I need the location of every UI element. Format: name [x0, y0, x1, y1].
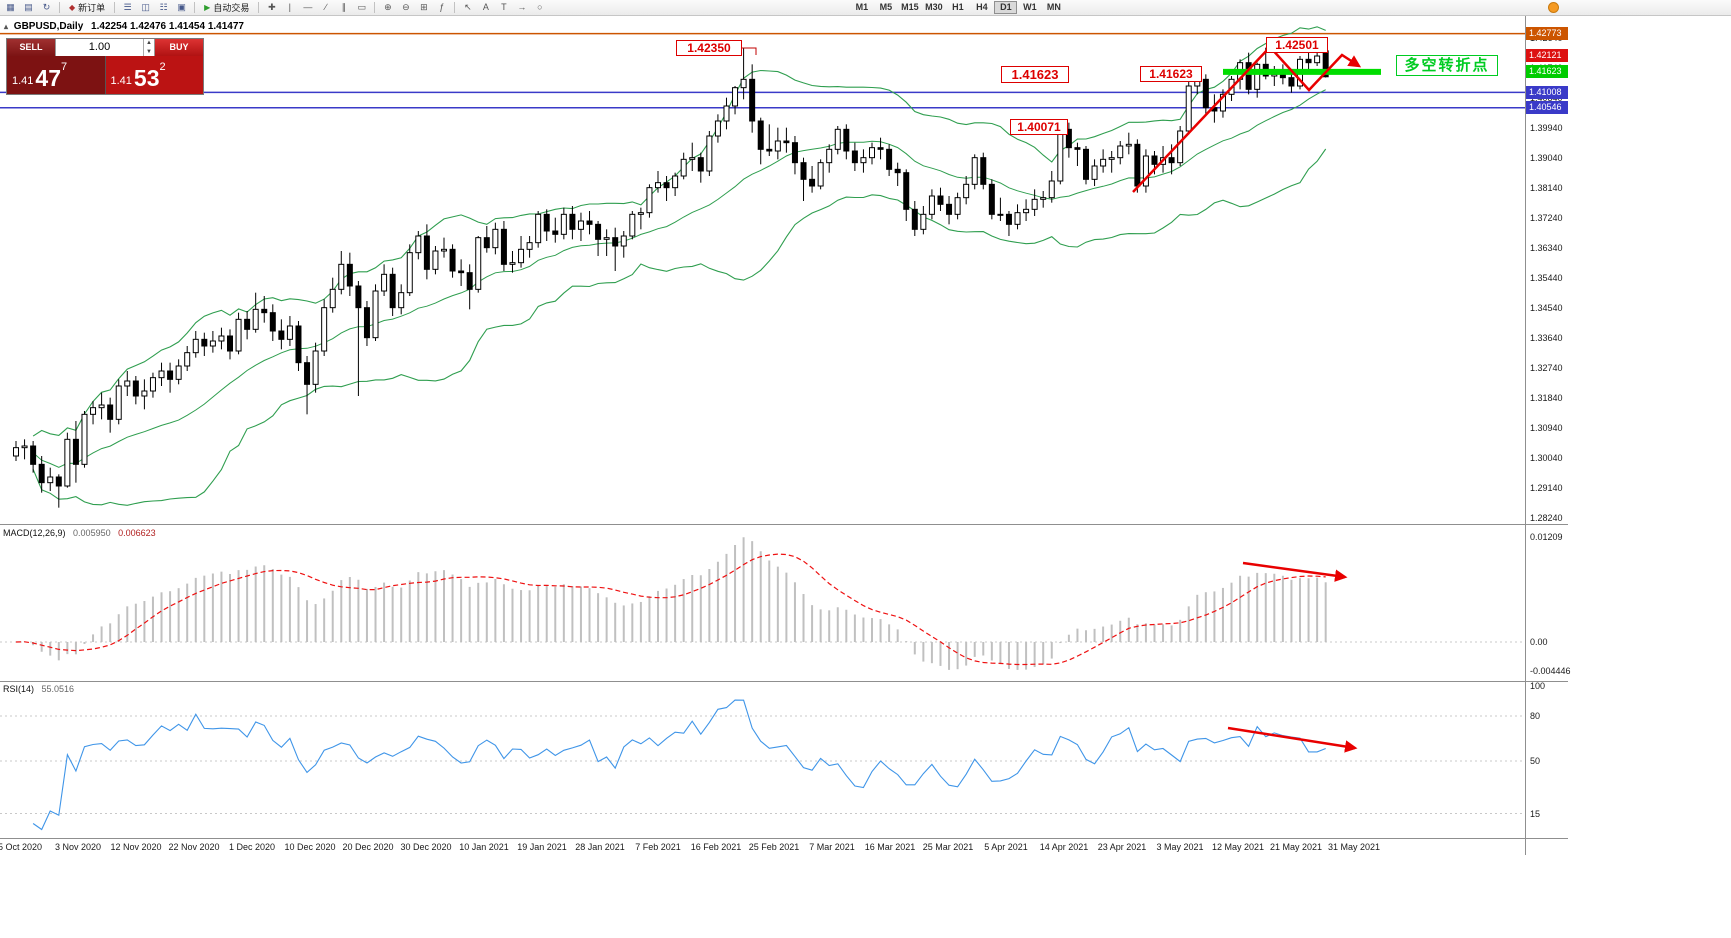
- data-window-icon[interactable]: ◫: [141, 2, 150, 12]
- timeframe-h4-button[interactable]: H4: [976, 2, 988, 12]
- chart-profiles-icon[interactable]: ▤: [24, 2, 33, 12]
- new-order-button[interactable]: ◆ 新订单: [64, 1, 110, 14]
- macd-value: 0.005950: [73, 528, 111, 538]
- timeframe-h1-button[interactable]: H1: [952, 2, 964, 12]
- bull-bear-turning-point-note[interactable]: 多空转折点: [1396, 55, 1498, 76]
- candles[interactable]: [13, 42, 1329, 508]
- panel-frame: [0, 16, 1568, 855]
- vertical-line-icon[interactable]: |: [288, 2, 292, 12]
- text-icon[interactable]: A: [482, 2, 489, 12]
- timeframe-mn-button[interactable]: MN: [1046, 2, 1061, 12]
- timeframe-m1-button[interactable]: M1: [855, 2, 869, 12]
- timeframe-m5-button[interactable]: M5: [879, 2, 893, 12]
- horizontal-level-lines[interactable]: [0, 32, 1525, 109]
- lot-spin-up-icon[interactable]: ▲: [146, 40, 152, 46]
- rsi-trend-arrow[interactable]: [1227, 726, 1358, 753]
- macd-name: MACD(12,26,9): [3, 528, 66, 538]
- peak-callout-line[interactable]: [742, 47, 757, 55]
- toolbar-separator: [258, 2, 260, 13]
- price-annotation-label[interactable]: 1.42350: [676, 40, 742, 56]
- market-watch-icon[interactable]: ☰: [123, 2, 132, 12]
- ask-quote-button[interactable]: 1.41 53 2: [105, 56, 203, 94]
- bollinger-bands: [32, 26, 1327, 506]
- rsi-panel-label: RSI(14) 55.0516: [3, 684, 74, 694]
- price-annotation-label[interactable]: 1.41623: [1140, 66, 1202, 82]
- arrow-tool-icon[interactable]: →: [517, 2, 527, 12]
- macd-signal-line: [15, 553, 1326, 666]
- ask-big-digits: 53: [133, 65, 160, 92]
- bid-prefix: 1.41: [12, 75, 34, 87]
- trend-zigzag-arrow[interactable]: [1132, 45, 1362, 193]
- ohlc-values: 1.42254 1.42476 1.41454 1.41477: [91, 21, 244, 32]
- rsi-line: [32, 699, 1326, 831]
- sell-button[interactable]: SELL: [7, 39, 55, 56]
- one-click-trading-panel: SELL 1.00 ▲ ▼ BUY 1.41 47 7 1.41 53 2: [6, 38, 204, 95]
- bid-quote-button[interactable]: 1.41 47 7: [7, 56, 105, 94]
- autotrading-button-label: 自动交易: [213, 3, 250, 13]
- navigator-icon[interactable]: ☷: [159, 2, 168, 12]
- toolbar-separator: [194, 2, 196, 13]
- timeframe-w1-button[interactable]: W1: [1023, 2, 1037, 12]
- timeframe-m15-button[interactable]: M15: [901, 2, 919, 12]
- autotrading-button[interactable]: ▶ 自动交易: [199, 1, 254, 14]
- new-order-button-label: 新订单: [78, 3, 106, 13]
- lot-spinner[interactable]: ▲ ▼: [143, 39, 154, 56]
- trendline-icon[interactable]: ∕: [325, 2, 327, 12]
- zoom-in-icon[interactable]: ⊕: [384, 2, 392, 12]
- toolbar-separator: [59, 2, 60, 13]
- new-chart-icon[interactable]: ▦: [6, 2, 15, 12]
- toolbar-separator: [454, 2, 456, 13]
- rsi-name: RSI(14): [3, 684, 35, 694]
- indicators-icon[interactable]: ƒ: [439, 2, 445, 12]
- macd-histogram: [23, 537, 1327, 670]
- crosshair-icon[interactable]: ✚: [268, 2, 276, 12]
- lot-spin-down-icon[interactable]: ▼: [146, 48, 152, 55]
- rectangle-icon[interactable]: ▭: [357, 2, 367, 12]
- toolbar: ▦ ▤ ↻ ◆ 新订单 ☰ ◫ ☷ ▣ ▶ 自动交易 ✚ | ― ∕ ∥ ▭ ⊕ ⊖ ⊞ ƒ ↖ A T → ○ M1 M5 M15 M3…: [0, 0, 1731, 16]
- price-annotation-label[interactable]: 1.42501: [1266, 37, 1328, 53]
- ellipse-icon[interactable]: ○: [537, 2, 543, 12]
- toolbar-separator: [374, 2, 376, 13]
- price-annotation-label[interactable]: 1.41623: [1001, 66, 1069, 83]
- autotrading-button-icon: ▶: [204, 3, 211, 12]
- macd-panel-label: MACD(12,26,9) 0.005950 0.006623: [3, 528, 156, 538]
- terminal-icon[interactable]: ▣: [177, 2, 186, 12]
- cursor-icon[interactable]: ↖: [464, 2, 472, 12]
- macd-signal-value: 0.006623: [118, 528, 156, 538]
- price-annotation-label[interactable]: 1.40071: [1010, 119, 1068, 135]
- ask-prefix: 1.41: [110, 75, 132, 87]
- text-label-icon[interactable]: T: [501, 2, 507, 12]
- refresh-icon[interactable]: ↻: [42, 2, 51, 12]
- lot-size-field[interactable]: 1.00 ▲ ▼: [55, 39, 155, 56]
- zoom-out-icon[interactable]: ⊖: [402, 2, 410, 12]
- horizontal-line-icon[interactable]: ―: [303, 2, 313, 12]
- new-order-button-icon: ◆: [69, 3, 76, 12]
- symbol-title: GBPUSD,Daily: [13, 21, 84, 32]
- toolbar-separator: [114, 2, 116, 13]
- notification-icon[interactable]: [1548, 2, 1559, 13]
- bid-big-digits: 47: [35, 65, 62, 92]
- toolbar-spacer: [549, 7, 849, 8]
- timeframe-d1-button[interactable]: D1: [994, 1, 1018, 14]
- lot-size-value[interactable]: 1.00: [88, 41, 111, 53]
- tile-windows-icon[interactable]: ⊞: [420, 2, 428, 12]
- buy-button[interactable]: BUY: [155, 39, 203, 56]
- channel-icon[interactable]: ∥: [341, 2, 347, 12]
- timeframe-m30-button[interactable]: M30: [925, 2, 943, 12]
- bid-pip-fraction: 7: [61, 61, 68, 73]
- macd-trend-arrow[interactable]: [1242, 561, 1348, 582]
- rsi-value: 55.0516: [41, 684, 75, 694]
- symbol-header: ▴ GBPUSD,Daily 1.42254 1.42476 1.41454 1…: [4, 21, 244, 32]
- ask-pip-fraction: 2: [159, 61, 166, 73]
- collapse-quote-panel-icon[interactable]: ▴: [4, 22, 9, 31]
